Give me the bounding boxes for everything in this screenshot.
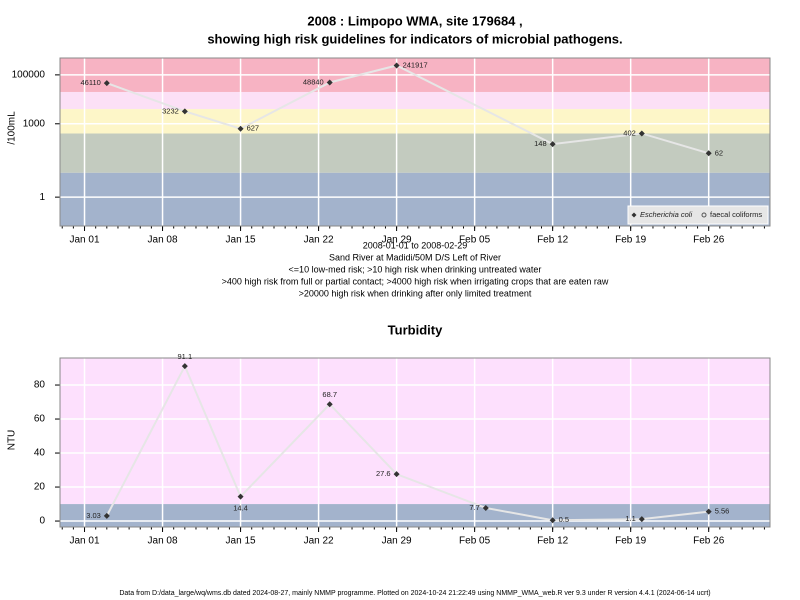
y-tick-label: 80 — [34, 380, 46, 391]
legend-symbol — [631, 212, 637, 218]
value-label: 46110 — [81, 78, 101, 87]
risk-band — [60, 109, 770, 134]
value-label: 7.7 — [469, 503, 479, 512]
x-tick-label: Jan 15 — [226, 235, 256, 246]
x-tick-label: Jan 01 — [70, 235, 100, 246]
x-tick-label: Jan 08 — [148, 235, 178, 246]
x-tick-label: Jan 22 — [304, 235, 334, 246]
y-axis-label: NTU — [7, 430, 18, 451]
legend-symbol — [701, 212, 707, 218]
value-label: 48840 — [303, 77, 324, 86]
x-tick-label: Jan 29 — [382, 536, 412, 547]
x-tick-label: Jan 01 — [70, 536, 100, 547]
x-tick-label: Feb 05 — [459, 536, 491, 547]
x-tick-label: Feb 26 — [693, 536, 725, 547]
x-tick-label: Feb 19 — [615, 235, 647, 246]
value-label: 27.6 — [376, 469, 391, 478]
y-tick-label: 60 — [34, 414, 46, 425]
value-label: 0.5 — [559, 515, 569, 524]
data-point — [549, 517, 556, 524]
legend-label: faecal coliforms — [710, 210, 762, 219]
value-label: 241917 — [403, 60, 428, 69]
value-label: 3232 — [162, 106, 179, 115]
data-point — [705, 508, 712, 515]
y-tick-label: 20 — [34, 482, 46, 493]
chart-title: 2008 : Limpopo WMA, site 179684 , — [307, 13, 522, 28]
y-tick-label: 1000 — [23, 118, 46, 129]
x-tick-label: Feb 26 — [693, 235, 725, 246]
value-label: 62 — [715, 148, 723, 157]
note: >20000 high risk when drinking after onl… — [299, 288, 532, 298]
data-point — [393, 471, 400, 478]
data-point — [326, 401, 333, 408]
data-point — [638, 130, 645, 137]
x-tick-label: Jan 22 — [304, 536, 334, 547]
x-tick-label: Jan 08 — [148, 536, 178, 547]
value-label: 5.56 — [715, 507, 730, 516]
data-point — [181, 363, 188, 370]
y-tick-label: 0 — [39, 516, 45, 527]
x-tick-label: Feb 12 — [537, 536, 569, 547]
x-tick-label: Jan 15 — [226, 536, 256, 547]
data-point — [705, 150, 712, 157]
data-point — [638, 516, 645, 523]
chart-title: Turbidity — [388, 322, 443, 337]
value-label: 68.7 — [322, 390, 337, 399]
y-tick-label: 40 — [34, 448, 46, 459]
data-point — [103, 80, 110, 87]
value-label: 1.1 — [625, 514, 635, 523]
data-point — [326, 79, 333, 86]
value-label: 3.03 — [86, 511, 101, 520]
x-tick-label: Feb 12 — [537, 235, 569, 246]
value-label: 91.1 — [178, 352, 193, 361]
legend-label: Escherichia coli — [640, 210, 692, 219]
note: <=10 low-med risk; >10 high risk when dr… — [289, 264, 542, 274]
plot-frame — [59, 57, 771, 227]
series-line — [106, 64, 709, 155]
y-axis-label: /100mL — [7, 111, 18, 145]
x-tick-label: Feb 05 — [459, 235, 491, 246]
x-tick-label: Feb 19 — [615, 536, 647, 547]
data-point — [237, 125, 244, 132]
value-label: 14.4 — [233, 504, 248, 513]
note: >400 high risk from full or partial cont… — [222, 276, 609, 286]
chart-title: showing high risk guidelines for indicat… — [207, 31, 622, 46]
footer: Data from D:/data_large/wq/wms.db dated … — [119, 590, 710, 597]
note: 2008-01-01 to 2008-02-29 — [363, 240, 468, 250]
value-label: 402 — [623, 128, 636, 137]
data-point — [181, 108, 188, 115]
y-tick-label: 100000 — [12, 70, 46, 81]
value-label: 148 — [534, 139, 547, 148]
plot-frame — [59, 357, 771, 528]
risk-band — [60, 358, 770, 505]
data-point — [237, 493, 244, 500]
data-point — [482, 504, 489, 511]
risk-band — [60, 133, 770, 173]
note: Sand River at Madidi/50M D/S Left of Riv… — [329, 252, 501, 262]
data-point — [549, 141, 556, 148]
risk-band — [60, 91, 770, 110]
data-point — [103, 512, 110, 519]
risk-band — [60, 504, 770, 527]
legend-box — [627, 205, 769, 225]
data-point — [393, 62, 400, 69]
y-tick-label: 1 — [39, 192, 45, 203]
x-tick-label: Jan 29 — [382, 235, 412, 246]
value-label: 627 — [247, 124, 260, 133]
